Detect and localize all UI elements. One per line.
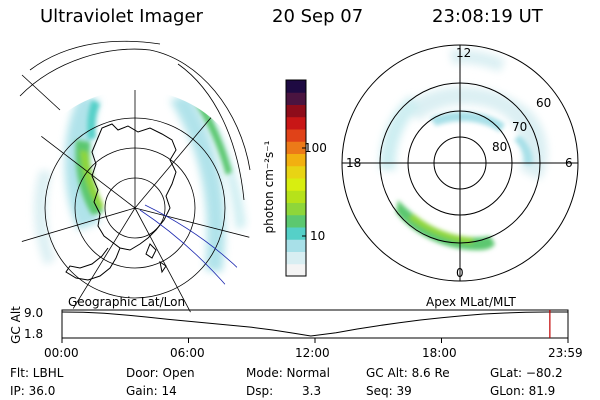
- gc-alt-curve: [61, 311, 568, 337]
- right-aurora-faint: [379, 49, 548, 180]
- footer-dsp-label: Dsp:: [246, 384, 274, 398]
- colorbar-swatch: [286, 239, 306, 252]
- footer-ip: IP: 36.0: [10, 384, 56, 398]
- mlat-label-70: 70: [512, 120, 528, 134]
- antarctica-coastline: [91, 123, 177, 251]
- colorbar-swatch: [286, 129, 306, 142]
- header-time: 23:08:19 UT: [432, 6, 543, 27]
- footer-door: Door: Open: [126, 366, 195, 380]
- footer-gc-alt: GC Alt: 8.6 Re: [366, 366, 450, 380]
- footer-filter: Flt: LBHL: [10, 366, 64, 380]
- gc-alt-xtick-4: 23:59: [548, 346, 583, 360]
- geographic-map: [17, 40, 253, 326]
- mlt-label-0: 0: [456, 266, 464, 280]
- gc-alt-xtick-2: 12:00: [295, 346, 330, 360]
- colorbar-tick-100: 100: [304, 141, 327, 155]
- gc-alt-ylabel: GC Alt: [9, 306, 23, 344]
- mlt-label-6: 6: [565, 156, 573, 170]
- mlt-axes: [342, 45, 578, 281]
- mlt-label-12: 12: [456, 46, 472, 60]
- footer-gain: Gain: 14: [126, 384, 177, 398]
- colorbar-tick-10: 10: [310, 229, 326, 243]
- outer-grid-arcs: [19, 40, 251, 201]
- colorbar-swatch: [286, 227, 306, 240]
- south-america-tip: [96, 72, 110, 88]
- footer-dsp-value: 3.3: [302, 384, 322, 398]
- colorbar-swatch: [286, 263, 306, 277]
- gc-alt-xtick-0: 00:00: [44, 346, 79, 360]
- colorbar-unit-label: photon cm⁻²s⁻¹: [262, 140, 276, 234]
- mlt-label-18: 18: [346, 156, 362, 170]
- mlat-label-80: 80: [492, 140, 508, 154]
- peninsula-coastline: [65, 247, 121, 281]
- colorbar-swatch: [286, 104, 306, 118]
- gc-alt-plot: [61, 309, 569, 343]
- footer-seq: Seq: 39: [366, 384, 412, 398]
- right-aurora-mid: [430, 111, 533, 165]
- right-aurora-dense: [396, 200, 495, 251]
- gc-alt-frame: [61, 309, 569, 339]
- colorbar-swatch: [286, 165, 306, 179]
- gc-alt-ytick-top: 9.0: [24, 306, 44, 320]
- footer-mode: Mode: Normal: [246, 366, 330, 380]
- apex-map: [341, 44, 579, 282]
- app-title: Ultraviolet Imager: [40, 6, 203, 27]
- gc-alt-ytick-bottom: 1.8: [24, 327, 44, 341]
- left-aurora-dense: [75, 92, 232, 215]
- colorbar-swatch: [286, 178, 306, 191]
- colorbar-swatch: [286, 251, 306, 265]
- colorbar-swatch: [286, 141, 306, 154]
- colorbar-swatch: [286, 92, 306, 105]
- apex-caption: Apex MLat/MLT: [426, 295, 516, 309]
- left-aurora-faint: [34, 90, 246, 272]
- mlat-label-60: 60: [536, 96, 552, 110]
- geographic-caption: Geographic Lat/Lon: [68, 295, 186, 309]
- gc-alt-ticks: [61, 338, 569, 343]
- island-chain: [145, 243, 167, 274]
- colorbar-swatch: [286, 202, 306, 216]
- gc-alt-xtick-1: 06:00: [170, 346, 205, 360]
- colorbar-swatch: [286, 190, 306, 203]
- colorbar-swatch: [286, 153, 306, 167]
- ground-track: [139, 204, 246, 291]
- header-date: 20 Sep 07: [272, 6, 364, 27]
- colorbar: [285, 79, 307, 277]
- colorbar-frame: [285, 79, 307, 277]
- colorbar-swatch: [286, 214, 306, 228]
- footer-glon: GLon: 81.9: [490, 384, 556, 398]
- colorbar-swatch: [286, 80, 306, 93]
- gc-alt-xtick-3: 18:00: [422, 346, 457, 360]
- footer-glat: GLat: −80.2: [490, 366, 563, 380]
- colorbar-swatch: [286, 116, 306, 130]
